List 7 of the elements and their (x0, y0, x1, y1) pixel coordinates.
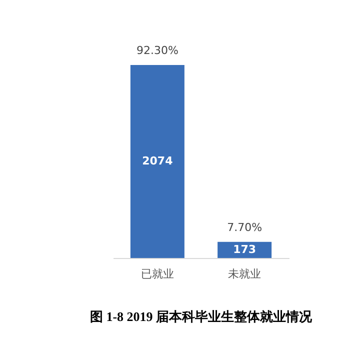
annotation: 7.70% (227, 220, 262, 234)
data-label: 2074 (142, 154, 174, 168)
annotation: 92.30% (136, 44, 178, 57)
x-tick-label: 已就业 (140, 268, 174, 280)
data-label: 173 (233, 242, 256, 256)
text: 图 1-8 2019 届本科毕业生整体就业情况 (90, 309, 314, 324)
x-tick-label: 未就业 (228, 268, 262, 280)
